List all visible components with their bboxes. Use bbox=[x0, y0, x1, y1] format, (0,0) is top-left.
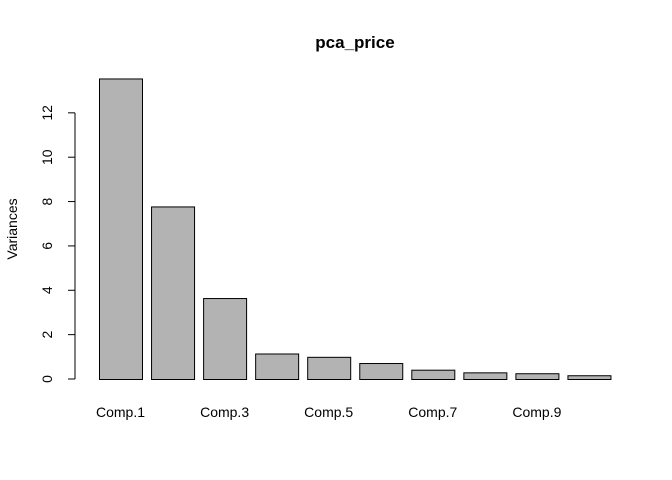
bar-comp-5 bbox=[307, 356, 352, 381]
bar-comp-4 bbox=[255, 353, 300, 381]
y-axis-label: Variances bbox=[4, 198, 20, 259]
bar-comp-10 bbox=[567, 375, 612, 381]
x-category-label: Comp.7 bbox=[408, 404, 457, 420]
y-tick-label: 2 bbox=[39, 331, 55, 339]
x-category-label: Comp.3 bbox=[200, 404, 249, 420]
bar-comp-6 bbox=[359, 363, 404, 380]
y-tick-label: 10 bbox=[39, 149, 55, 165]
x-axis-labels: Comp.1 Comp.3 Comp.5 Comp.7 Comp.9 bbox=[96, 404, 562, 420]
y-tick-label: 6 bbox=[39, 242, 55, 250]
y-tick-label: 0 bbox=[39, 375, 55, 383]
chart-title: pca_price bbox=[315, 33, 394, 52]
y-tick-label: 12 bbox=[39, 105, 55, 121]
x-category-label: Comp.1 bbox=[96, 404, 145, 420]
y-tick-label: 4 bbox=[39, 286, 55, 294]
bar-comp-1 bbox=[99, 78, 143, 380]
x-category-label: Comp.5 bbox=[304, 404, 353, 420]
y-axis: 0 2 4 6 8 10 12 bbox=[39, 105, 76, 383]
bar-comp-3 bbox=[203, 298, 248, 380]
bars bbox=[99, 78, 612, 381]
bar-comp-8 bbox=[463, 372, 508, 381]
y-tick-label: 8 bbox=[39, 197, 55, 205]
x-category-label: Comp.9 bbox=[512, 404, 561, 420]
bar-comp-7 bbox=[411, 369, 456, 380]
bar-comp-9 bbox=[515, 373, 560, 380]
bar-comp-2 bbox=[151, 206, 196, 380]
